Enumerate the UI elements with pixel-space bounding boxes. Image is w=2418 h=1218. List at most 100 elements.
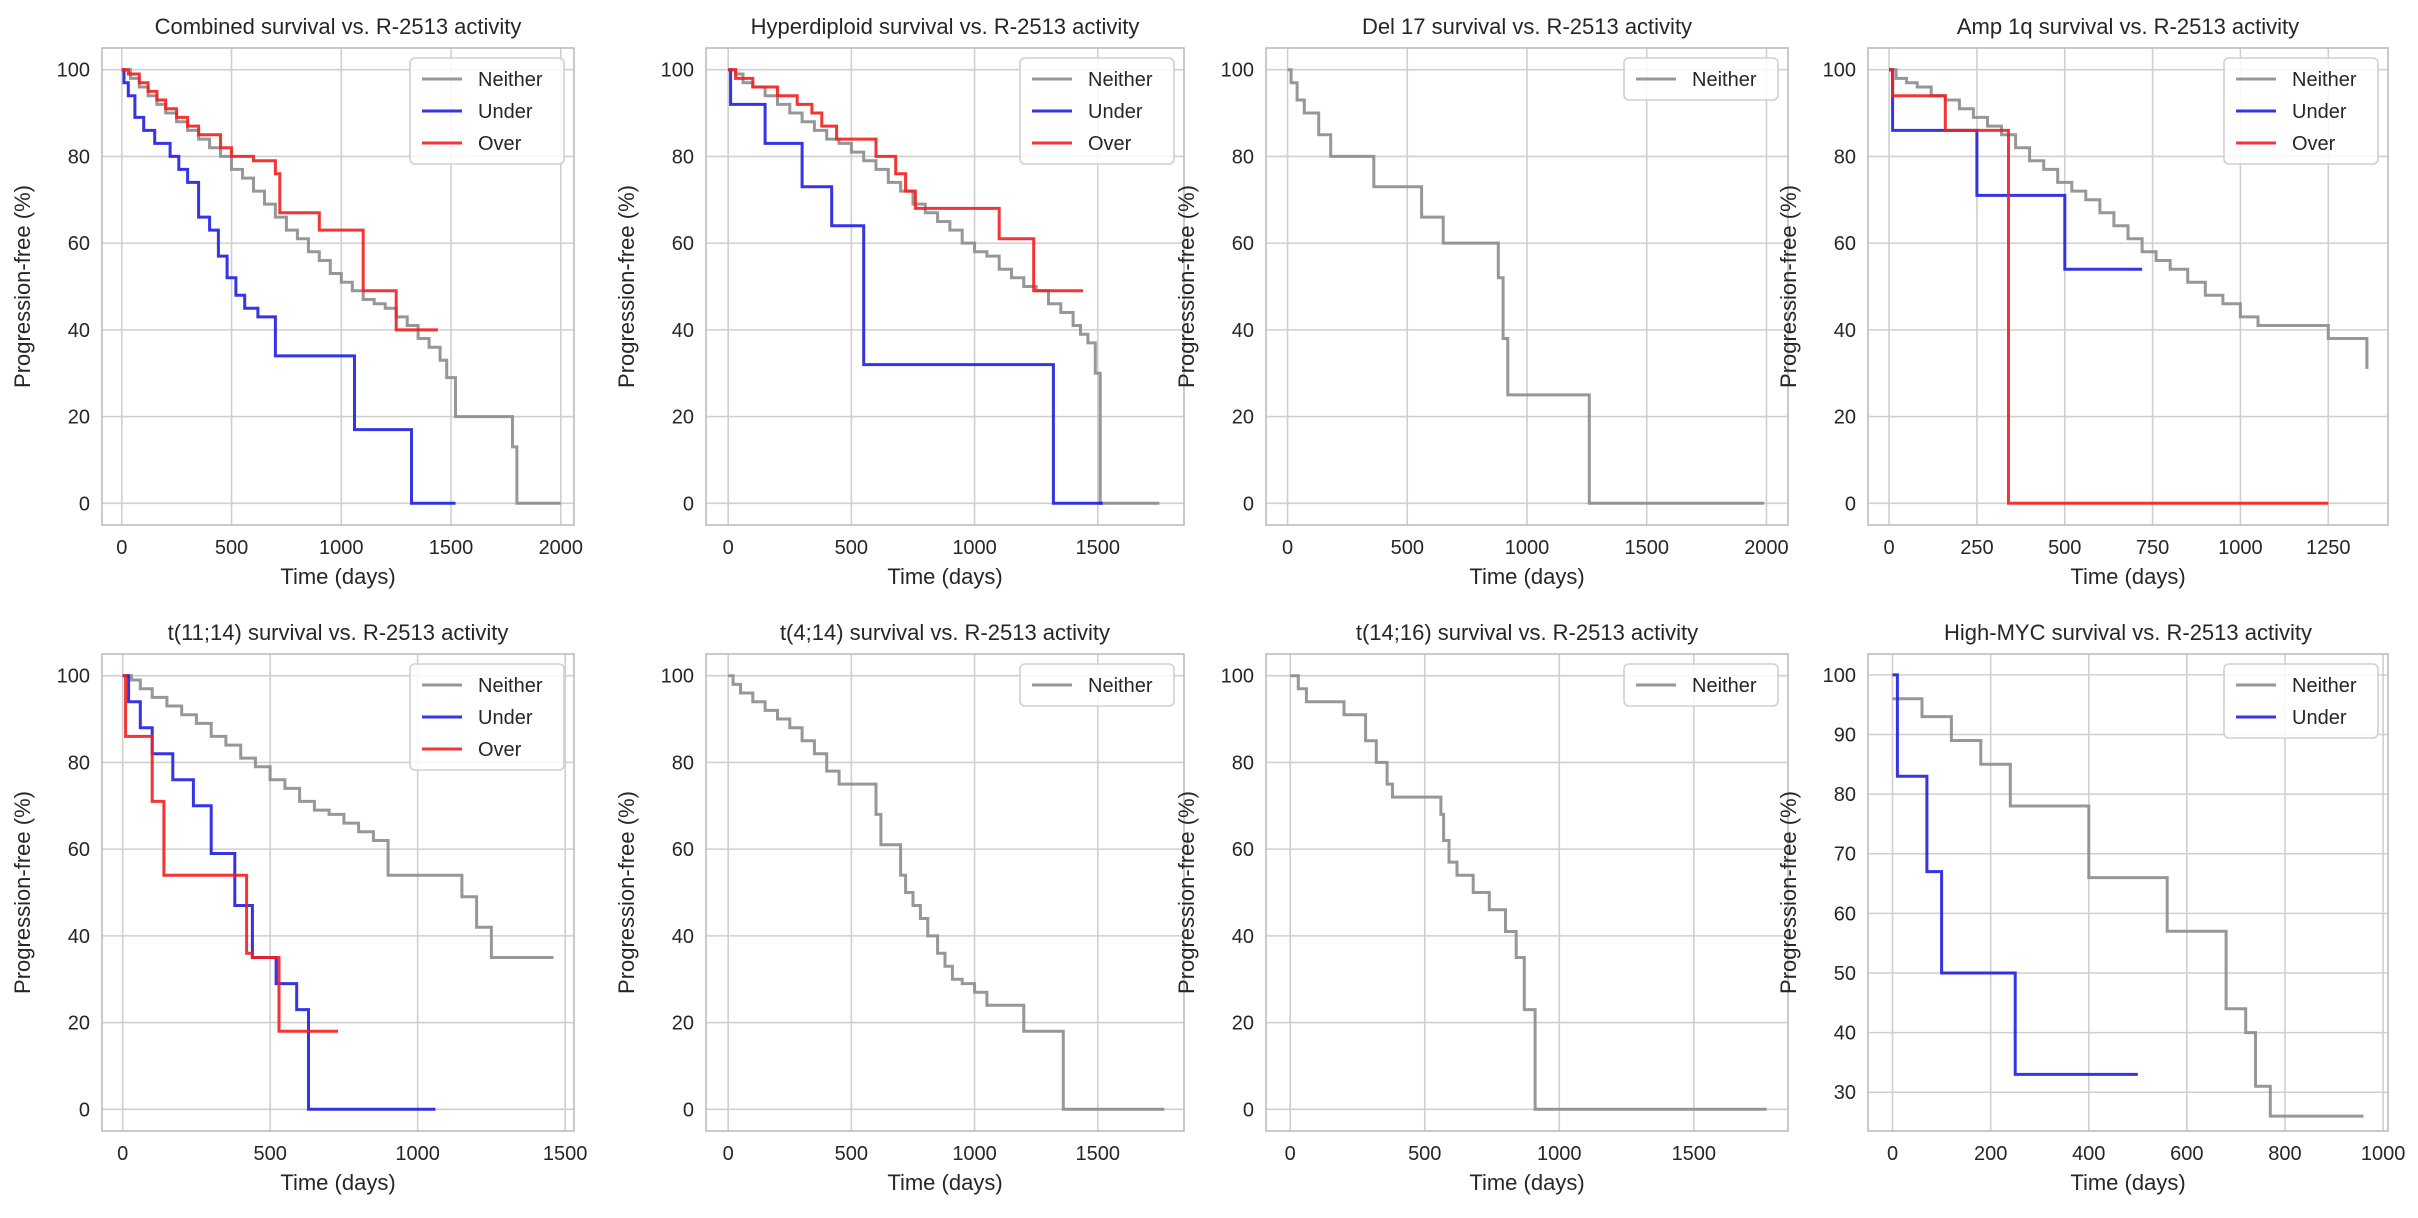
legend-label-under: Under bbox=[478, 101, 533, 123]
y-tick-label: 100 bbox=[661, 666, 694, 688]
x-axis-label: Time (days) bbox=[280, 564, 395, 589]
x-tick-label: 1000 bbox=[2218, 537, 2263, 559]
legend: Neither Under Over bbox=[409, 663, 565, 771]
plot-frame bbox=[101, 653, 575, 1132]
y-tick-label: 100 bbox=[1221, 666, 1254, 688]
y-tick-label: 0 bbox=[1845, 493, 1856, 515]
chart-panel-7: 0 500 1000 1500 0 20 40 60 80 100 t(14;16) surviva… bbox=[1174, 620, 1789, 1195]
y-tick-label: 80 bbox=[1834, 146, 1856, 168]
y-tick-label: 40 bbox=[672, 320, 694, 342]
legend-label-neither: Neither bbox=[1088, 675, 1153, 697]
plot-frame bbox=[1265, 47, 1789, 526]
series-line-neither bbox=[1290, 674, 1767, 1111]
x-axis-label: Time (days) bbox=[1469, 1170, 1584, 1195]
x-tick-label: 0 bbox=[117, 1143, 128, 1165]
y-tick-label: 100 bbox=[1823, 60, 1856, 82]
y-axis-label: Progression-free (%) bbox=[1776, 791, 1801, 994]
x-tick-label: 800 bbox=[2268, 1143, 2301, 1165]
y-axis-label: Progression-free (%) bbox=[1174, 185, 1199, 388]
legend-label-under: Under bbox=[1088, 101, 1143, 123]
x-tick-label: 500 bbox=[1408, 1143, 1441, 1165]
chart-panel-2: 0 500 1000 1500 0 20 40 60 80 100 Hyperdiploid sur… bbox=[614, 14, 1185, 589]
x-tick-label: 1000 bbox=[319, 537, 364, 559]
y-tick-label: 100 bbox=[1221, 60, 1254, 82]
series-line-over bbox=[122, 674, 338, 1033]
x-tick-label: 1500 bbox=[1624, 537, 1669, 559]
chart-panel-8: 0 200 400 600 800 1000 30 40 50 60 70 80 90 100 High-M… bbox=[1776, 620, 2405, 1195]
legend-label-under: Under bbox=[478, 707, 533, 729]
x-tick-label: 0 bbox=[1282, 537, 1293, 559]
legend-label-over: Over bbox=[2292, 133, 2336, 155]
legend-label-over: Over bbox=[478, 133, 522, 155]
legend-box bbox=[1623, 57, 1779, 101]
legend-box bbox=[409, 57, 565, 165]
y-tick-label: 60 bbox=[68, 839, 90, 861]
y-tick-label: 60 bbox=[1834, 233, 1856, 255]
y-tick-label: 80 bbox=[1232, 146, 1254, 168]
plot-frame bbox=[705, 653, 1185, 1132]
x-tick-label: 500 bbox=[253, 1143, 286, 1165]
y-tick-label: 60 bbox=[1232, 233, 1254, 255]
legend-box bbox=[2223, 663, 2379, 739]
legend-label-neither: Neither bbox=[478, 69, 543, 91]
x-axis-label: Time (days) bbox=[887, 1170, 1002, 1195]
y-tick-label: 100 bbox=[661, 60, 694, 82]
legend-box bbox=[1019, 57, 1175, 165]
y-tick-label: 0 bbox=[79, 493, 90, 515]
series-line-under bbox=[1892, 673, 2138, 1076]
y-tick-label: 100 bbox=[57, 60, 90, 82]
y-tick-label: 0 bbox=[683, 1099, 694, 1121]
plot-frame bbox=[705, 47, 1185, 526]
chart-title: t(4;14) survival vs. R-2513 activity bbox=[780, 620, 1110, 645]
series-line-neither bbox=[728, 674, 1165, 1111]
x-tick-label: 0 bbox=[1887, 1143, 1898, 1165]
legend-box bbox=[1623, 663, 1779, 707]
x-tick-label: 1000 bbox=[395, 1143, 440, 1165]
legend: Neither Under Over bbox=[409, 57, 565, 165]
x-tick-label: 500 bbox=[835, 1143, 868, 1165]
plot-frame bbox=[1867, 47, 2389, 526]
y-tick-label: 20 bbox=[68, 407, 90, 429]
chart-title: High-MYC survival vs. R-2513 activity bbox=[1944, 620, 2312, 645]
legend: Neither bbox=[1623, 663, 1779, 707]
chart-title: Combined survival vs. R-2513 activity bbox=[155, 14, 522, 39]
y-tick-label: 30 bbox=[1834, 1082, 1856, 1104]
y-tick-label: 70 bbox=[1834, 844, 1856, 866]
x-axis-label: Time (days) bbox=[2070, 564, 2185, 589]
series-line-neither bbox=[728, 68, 1160, 505]
chart-title: Hyperdiploid survival vs. R-2513 activit… bbox=[751, 14, 1140, 39]
y-tick-label: 50 bbox=[1834, 963, 1856, 985]
y-tick-label: 20 bbox=[672, 407, 694, 429]
series-line-neither bbox=[121, 68, 561, 505]
legend-box bbox=[1019, 663, 1175, 707]
x-tick-label: 0 bbox=[1285, 1143, 1296, 1165]
x-tick-label: 0 bbox=[1884, 537, 1895, 559]
x-tick-label: 2000 bbox=[1744, 537, 1789, 559]
y-tick-label: 20 bbox=[672, 1013, 694, 1035]
y-tick-label: 80 bbox=[68, 752, 90, 774]
x-tick-label: 250 bbox=[1960, 537, 1993, 559]
y-tick-label: 20 bbox=[68, 1013, 90, 1035]
legend-label-under: Under bbox=[2292, 101, 2347, 123]
plot-frame bbox=[1265, 653, 1789, 1132]
x-tick-label: 1500 bbox=[1076, 537, 1121, 559]
legend-label-neither: Neither bbox=[2292, 69, 2357, 91]
x-axis-label: Time (days) bbox=[2070, 1170, 2185, 1195]
legend-label-over: Over bbox=[1088, 133, 1132, 155]
y-tick-label: 60 bbox=[1834, 903, 1856, 925]
x-tick-label: 200 bbox=[1974, 1143, 2007, 1165]
y-tick-label: 60 bbox=[672, 839, 694, 861]
chart-panel-1: 0 500 1000 1500 2000 0 20 40 60 80 100 Combined sur… bbox=[10, 14, 583, 589]
y-tick-label: 80 bbox=[1232, 752, 1254, 774]
y-tick-label: 60 bbox=[672, 233, 694, 255]
y-tick-label: 40 bbox=[1232, 926, 1254, 948]
chart-title: Del 17 survival vs. R-2513 activity bbox=[1362, 14, 1692, 39]
y-tick-label: 80 bbox=[1834, 784, 1856, 806]
plot-frame bbox=[101, 47, 575, 526]
x-tick-label: 1000 bbox=[952, 1143, 997, 1165]
y-tick-label: 0 bbox=[1243, 493, 1254, 515]
y-tick-label: 100 bbox=[57, 666, 90, 688]
x-axis-label: Time (days) bbox=[887, 564, 1002, 589]
x-tick-label: 1500 bbox=[1076, 1143, 1121, 1165]
